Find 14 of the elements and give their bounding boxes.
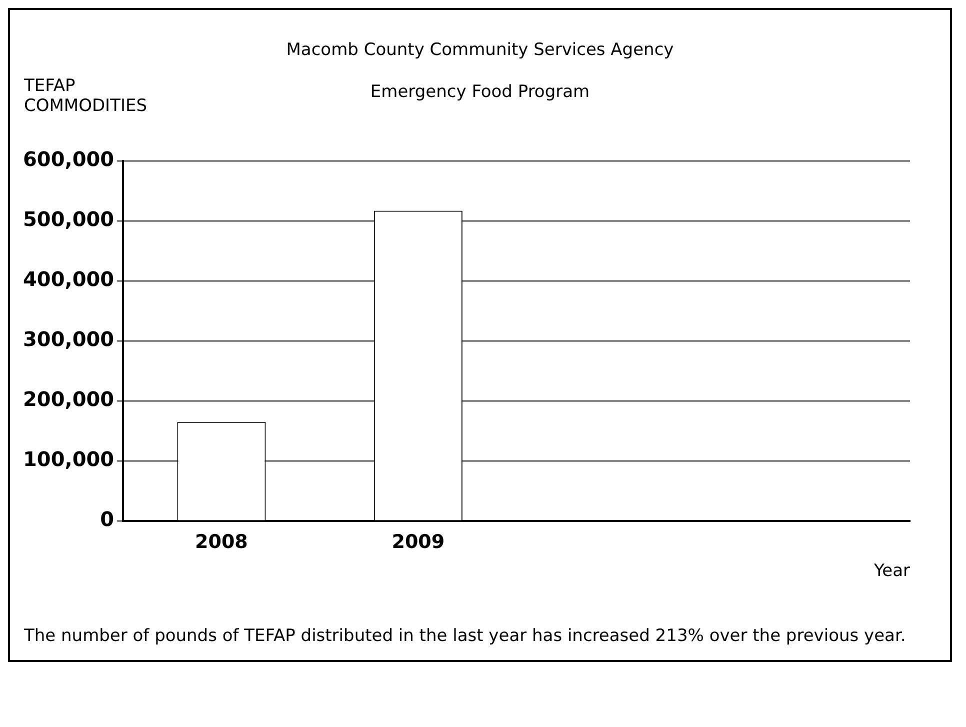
text: The number of pounds of TEFAP distributed in the last year has increased 213% over the previous year. [24,626,907,646]
y-tick-label: 600,000 [23,147,114,172]
y-tick-label: 200,000 [23,387,114,412]
y-tick-label: 500,000 [23,207,114,232]
y-tick-label: 400,000 [23,267,114,292]
x-axis-title: Year [873,561,910,582]
x-tick-label: 2009 [392,531,445,554]
y-tick-label: 300,000 [23,327,114,352]
chart-title: Macomb County Community Services Agency [285,40,675,60]
chart-subtitle: Emergency Food Program [370,82,590,102]
x-tick-label: 2008 [195,531,248,554]
y-axis-title: TEFAP COMMODITIES [24,76,148,116]
y-tick-label: 100,000 [23,447,114,472]
y-tick-label: 0 [100,507,114,532]
